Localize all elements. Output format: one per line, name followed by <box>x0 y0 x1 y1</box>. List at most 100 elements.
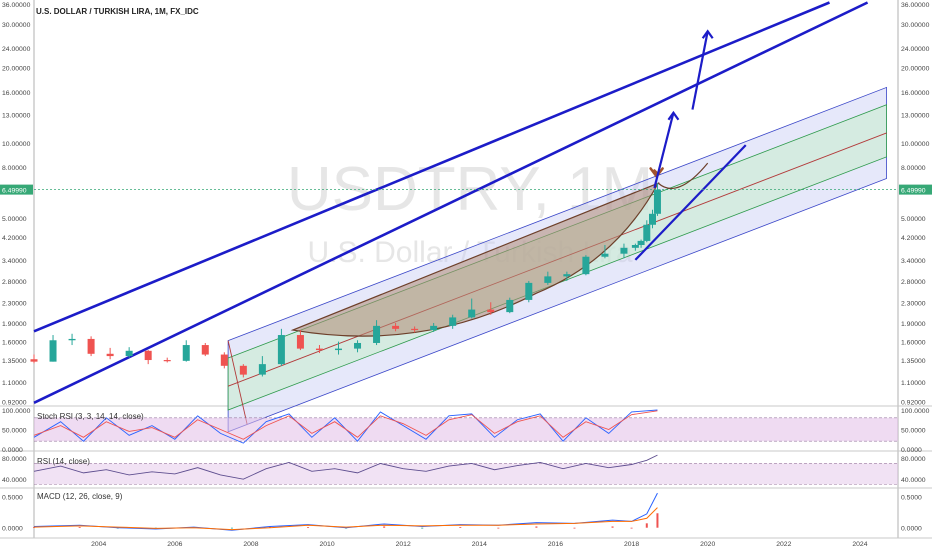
candle-body-12 <box>258 364 266 375</box>
candle-body-22 <box>449 317 457 326</box>
arrow-head-2-icon <box>701 29 714 39</box>
time-tick-8: 2020 <box>700 541 715 548</box>
signal-line <box>33 507 658 531</box>
candle-body-23 <box>468 309 476 318</box>
macd-histogram-bar-6 <box>268 526 271 528</box>
candle-body-17 <box>354 342 362 349</box>
stoch-tick-left-0: 100.0000 <box>2 408 31 415</box>
candle-body-32 <box>631 244 639 248</box>
price-badge-right <box>899 184 932 195</box>
price-tick-right-4: 16.00000 <box>901 90 930 97</box>
candle-body-14 <box>296 335 304 349</box>
time-tick-3: 2010 <box>320 541 335 548</box>
macd-tick-right-0: 0.5000 <box>901 494 922 501</box>
price-tick-right-9: 5.00000 <box>901 216 926 223</box>
macd-histogram-bar-16 <box>630 527 633 529</box>
macd-pane: 0.5000 0.5000 0.0000 0.0000 <box>2 492 922 533</box>
projection-arrows <box>634 29 747 261</box>
macd-histogram-bar-11 <box>459 527 462 528</box>
stoch-band <box>34 417 898 442</box>
candle-body-30 <box>601 253 609 257</box>
rsi-label: RSI (14, close) <box>37 457 90 466</box>
time-tick-7: 2018 <box>624 541 639 548</box>
handle-curve <box>657 162 709 190</box>
candle-body-7 <box>163 360 171 362</box>
candle-body-35 <box>649 213 657 225</box>
macd-histogram-bar-7 <box>307 527 310 528</box>
candle-body-10 <box>220 354 228 366</box>
rsi-tick-left-1: 40.0000 <box>2 477 27 484</box>
time-tick-4: 2012 <box>396 541 411 548</box>
price-tick-right-12: 2.80000 <box>901 279 926 286</box>
macd-histogram-bar-5 <box>230 527 233 529</box>
time-axis: 2004 2006 2008 2010 2012 2014 2016 2018 2020 2022… <box>91 541 868 548</box>
price-tick-left-13: 2.30000 <box>2 300 27 307</box>
macd-histogram-bar-15 <box>611 526 614 528</box>
stoch-tick-left-1: 50.0000 <box>2 428 27 435</box>
candle-body-9 <box>201 345 209 355</box>
time-tick-5: 2014 <box>472 541 487 548</box>
price-tick-left-6: 10.00000 <box>2 141 31 148</box>
stoch-tick-right-2: 0.0000 <box>901 447 922 454</box>
price-tick-right-15: 1.60000 <box>901 340 926 347</box>
candle-body-3 <box>87 338 95 354</box>
rsi-tick-right-0: 80.0000 <box>901 456 926 463</box>
upper-channel-line-lower <box>33 1 869 404</box>
time-tick-0: 2004 <box>91 541 106 548</box>
stoch-rsi-label: Stoch RSI (3, 3, 14, 14, close) <box>37 412 144 421</box>
candle-body-26 <box>525 282 533 300</box>
candle-body-31 <box>620 247 628 254</box>
price-tick-left-1: 30.00000 <box>2 22 31 29</box>
candle-body-25 <box>506 299 514 313</box>
stoch-tick-left-2: 0.0000 <box>2 447 23 454</box>
price-tick-left-12: 2.80000 <box>2 279 27 286</box>
price-tick-right-1: 30.00000 <box>901 22 930 29</box>
price-tick-left-5: 13.00000 <box>2 112 31 119</box>
candle-body-34 <box>643 224 651 241</box>
rsi-band <box>34 463 898 485</box>
price-tick-left-14: 1.90000 <box>2 321 27 328</box>
candle-body-18 <box>373 325 381 343</box>
price-tick-right-17: 1.10000 <box>901 380 926 387</box>
time-tick-6: 2016 <box>548 541 563 548</box>
price-tick-left-2: 24.00000 <box>2 46 31 53</box>
stoch-line-1 <box>33 410 658 440</box>
channel-start-marker <box>227 340 248 425</box>
stoch-rsi-pane: 100.0000 100.0000 50.0000 50.0000 0.0000 0.00… <box>2 408 930 454</box>
time-tick-9: 2022 <box>776 541 791 548</box>
price-tick-right-2: 24.00000 <box>901 46 930 53</box>
price-tick-right-18: 0.92000 <box>901 400 926 407</box>
price-badge-left <box>0 184 33 195</box>
macd-tick-right-1: 0.0000 <box>901 526 922 533</box>
macd-histogram-bar-18 <box>656 513 659 528</box>
time-tick-1: 2006 <box>167 541 182 548</box>
macd-histogram-bar-14 <box>573 527 576 529</box>
price-tick-left-3: 20.00000 <box>2 66 31 73</box>
price-tick-right-0: 36.00000 <box>901 2 930 9</box>
rising-support-line <box>634 144 747 261</box>
macd-histogram-bar-0 <box>33 527 35 528</box>
price-tick-right-11: 3.40000 <box>901 258 926 265</box>
arrow-head-1-icon <box>667 110 680 121</box>
price-tick-left-18: 0.92000 <box>2 400 27 407</box>
price-tick-left-0: 36.00000 <box>2 2 31 9</box>
price-tick-left-17: 1.10000 <box>2 380 27 387</box>
candle-body-21 <box>430 325 438 331</box>
macd-histogram-bar-12 <box>497 527 500 529</box>
price-tick-right-10: 4.20000 <box>901 235 926 242</box>
price-tick-left-8: 6.49990 <box>2 188 27 195</box>
candle-body-5 <box>125 350 133 357</box>
candle-body-6 <box>144 350 152 361</box>
price-tick-right-14: 1.90000 <box>901 321 926 328</box>
upper-channel-line-upper <box>33 1 830 333</box>
candle-body-28 <box>563 274 571 277</box>
candle-body-8 <box>182 345 190 361</box>
candle-body-4 <box>106 353 114 357</box>
price-tick-right-6: 10.00000 <box>901 141 930 148</box>
price-tick-right-16: 1.35000 <box>901 358 926 365</box>
macd-label: MACD (12, 26, close, 9) <box>37 492 123 501</box>
candle-body-16 <box>334 348 342 351</box>
candle-body-20 <box>411 328 419 331</box>
candle-body-1 <box>49 340 57 362</box>
